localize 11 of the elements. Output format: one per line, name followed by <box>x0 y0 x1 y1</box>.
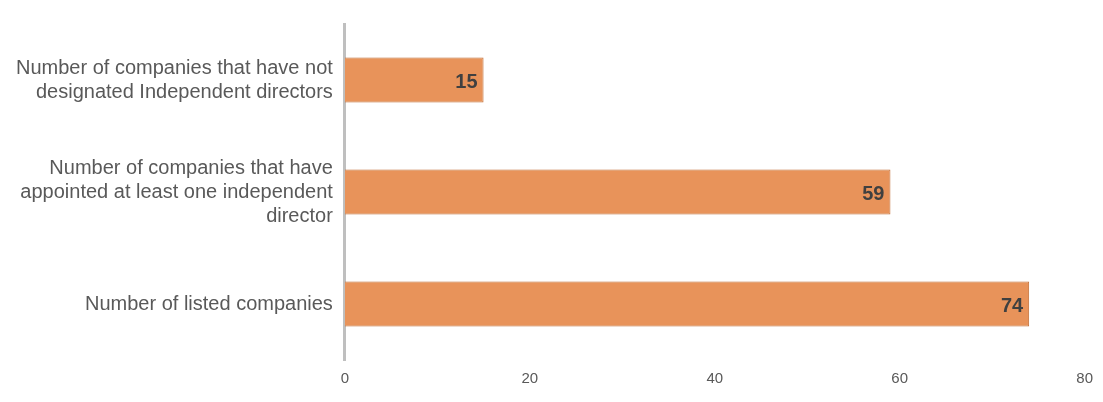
y-tick-label: Number of listed companies <box>84 291 333 314</box>
x-tick-label: 20 <box>521 369 539 387</box>
x-tick-label: 40 <box>706 369 724 387</box>
y-tick-label: Number of companies that have appointed at least one independent director <box>20 155 334 226</box>
x-tick-label: 0 <box>340 369 350 387</box>
x-tick-label: 80 <box>1076 369 1093 387</box>
data-label: 59 <box>862 181 885 204</box>
data-label: 15 <box>455 69 478 92</box>
y-tick-label: Number of companies that have not designated Independent directors <box>15 55 334 102</box>
data-label: 74 <box>1000 293 1025 316</box>
x-tick-label: 60 <box>891 369 909 387</box>
